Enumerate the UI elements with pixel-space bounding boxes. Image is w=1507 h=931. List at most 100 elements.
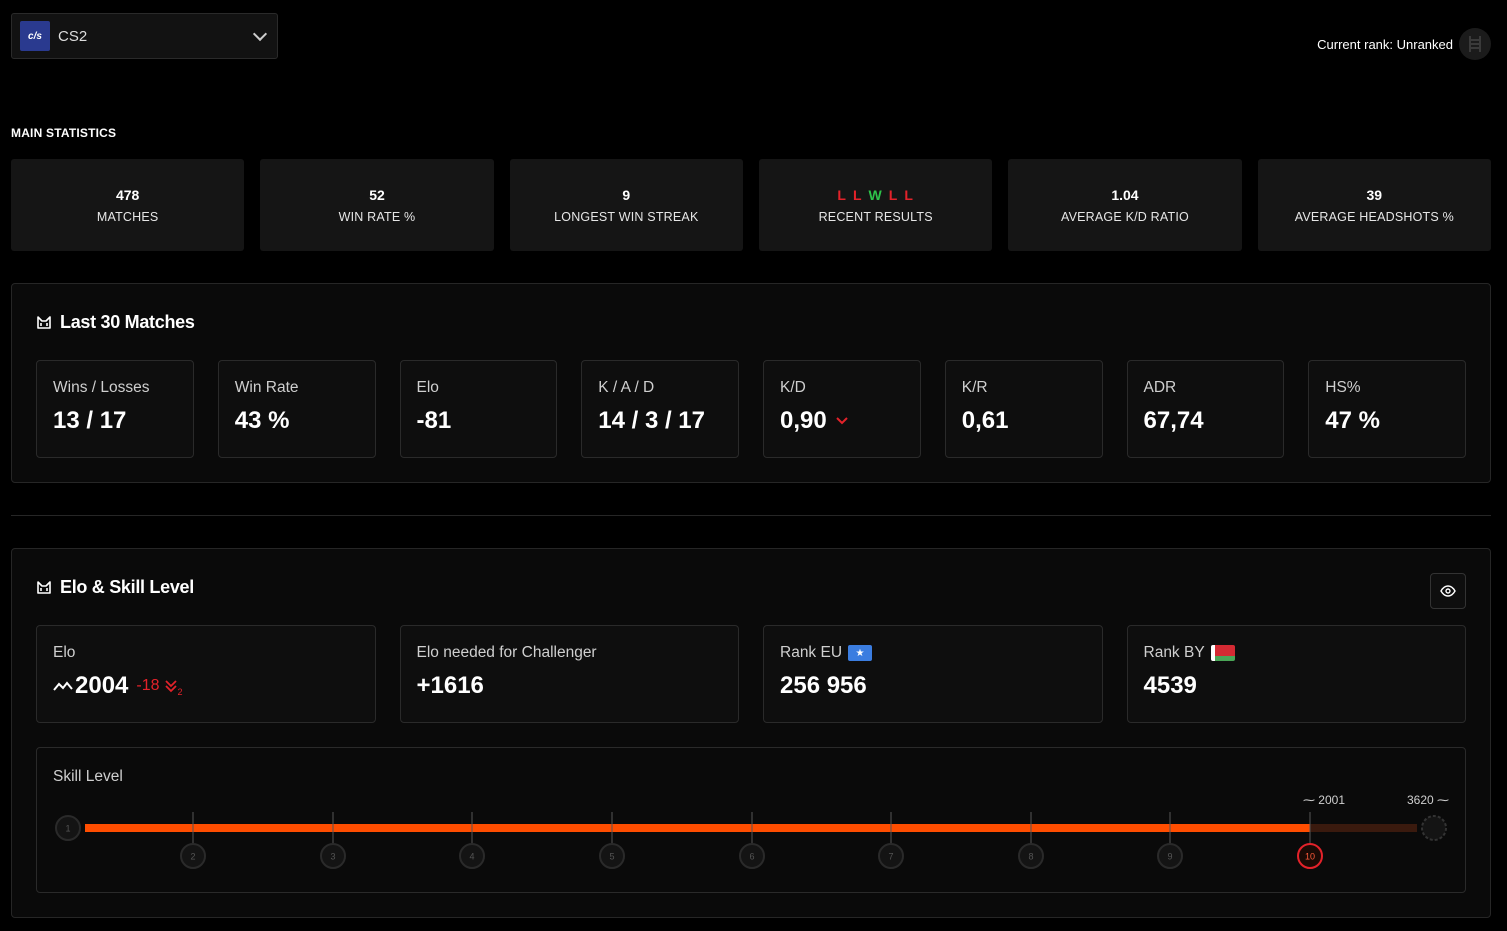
- card-label: K/D: [780, 379, 806, 396]
- card-value: 43 %: [234, 407, 290, 434]
- card-elo-current: Elo 2004 -18 2: [36, 625, 376, 723]
- challenger-elo-marker: 3620 ⁓: [1407, 793, 1449, 807]
- card-label: Elo: [53, 644, 76, 661]
- card-rank-by: Rank BY 4539: [1126, 625, 1466, 723]
- elo-cards: Elo 2004 -18 2 Elo needed for Challenger…: [36, 625, 1466, 723]
- stat-label: RECENT RESULTS: [818, 209, 933, 224]
- cs2-logo: c/s: [20, 21, 50, 51]
- stat-recent-results: L L W L L RECENT RESULTS: [758, 159, 993, 251]
- chevron-down-icon: [252, 26, 268, 41]
- skill-level-number: 5: [609, 852, 614, 862]
- card-label: ADR: [1143, 379, 1177, 396]
- skill-level-number: 10: [1305, 852, 1315, 862]
- skill-level-5-icon: [599, 843, 625, 869]
- skill-level-6-icon: [739, 843, 765, 869]
- skill-level-box: Skill Level 1 2 3 4 5 6 7 8 9 10 ⁓ 2001 3620 ⁓: [36, 747, 1466, 893]
- card-label: K/R: [961, 379, 988, 396]
- card-kr: K/R 0,61: [944, 360, 1103, 458]
- card-rank-eu: Rank EU ★ 256 956: [763, 625, 1103, 723]
- stat-matches: 478 MATCHES: [11, 159, 245, 251]
- stat-label: AVERAGE K/D RATIO: [1060, 209, 1189, 224]
- game-selector[interactable]: c/s CS2: [11, 13, 278, 59]
- faceit-icon: [37, 315, 51, 329]
- stat-value: 39: [1366, 186, 1383, 203]
- current-elo-marker: ⁓ 2001: [1303, 793, 1345, 807]
- result-letter: L: [852, 186, 863, 203]
- stat-kd: 1.04 AVERAGE K/D RATIO: [1008, 159, 1242, 251]
- card-label: Elo: [416, 379, 439, 396]
- card-value: 47 %: [1325, 407, 1380, 434]
- card-label: Elo needed for Challenger: [416, 644, 597, 661]
- skill-level-number: 9: [1167, 852, 1172, 862]
- recent-results: L L W L L: [837, 187, 913, 203]
- main-statistics: 478 MATCHES 52 WIN RATE % 9 LONGEST WIN …: [11, 159, 1491, 251]
- toggle-visibility-button[interactable]: [1430, 573, 1466, 609]
- skill-level-3-icon: [320, 843, 346, 869]
- stat-headshots: 39 AVERAGE HEADSHOTS %: [1257, 159, 1491, 251]
- card-adr: ADR 67,74: [1126, 360, 1285, 458]
- skill-level-number: 7: [888, 852, 893, 862]
- skill-level-4-icon: [459, 843, 485, 869]
- losing-streak-icon: [164, 680, 177, 693]
- card-value: -81: [416, 407, 452, 434]
- elo-skill-panel: Elo & Skill Level Elo 2004 -18 2 Elo nee…: [11, 548, 1491, 918]
- card-label: Rank EU: [780, 644, 843, 661]
- eye-icon: [1440, 585, 1456, 597]
- card-label: HS%: [1325, 379, 1361, 396]
- stat-label: WIN RATE %: [338, 209, 416, 224]
- chevron-down-red-icon: [836, 417, 848, 425]
- skill-level-title: Skill Level: [53, 768, 123, 785]
- unranked-icon: [1459, 28, 1491, 60]
- card-value: 67,74: [1143, 407, 1204, 434]
- belarus-flag-icon: [1210, 645, 1235, 661]
- card-value: +1616: [416, 672, 484, 699]
- card-value: 4539: [1143, 672, 1197, 699]
- challenger-level-icon: [1421, 815, 1447, 841]
- skill-level-number: 4: [469, 852, 474, 862]
- skill-level-number: 8: [1028, 852, 1033, 862]
- skill-level-8-icon: [1018, 843, 1044, 869]
- eu-flag-icon: ★: [848, 645, 873, 661]
- skill-level-10-icon: [1297, 843, 1323, 869]
- current-rank: Current rank: Unranked: [1317, 28, 1491, 60]
- card-value: 0,61: [961, 407, 1009, 434]
- skill-level-7-icon: [878, 843, 904, 869]
- result-letter: L: [837, 186, 847, 203]
- panel-header: Last 30 Matches: [36, 312, 195, 333]
- elo-delta: -18: [136, 677, 160, 694]
- card-kad: K / A / D 14 / 3 / 17: [581, 360, 739, 458]
- stat-value: 9: [622, 186, 631, 203]
- card-wins-losses: Wins / Losses 13 / 17: [36, 360, 194, 458]
- skill-level-number: 6: [749, 852, 754, 862]
- card-elo: Elo -81: [399, 360, 558, 458]
- skill-level-1-icon: [55, 815, 81, 841]
- card-label: Win Rate: [234, 379, 299, 396]
- section-divider: [11, 515, 1491, 516]
- stat-longest-streak: 9 LONGEST WIN STREAK: [509, 159, 743, 251]
- stat-label: LONGEST WIN STREAK: [554, 209, 699, 224]
- card-label: Wins / Losses: [53, 379, 150, 396]
- card-label: Rank BY: [1143, 644, 1205, 661]
- panel-title: Elo & Skill Level: [60, 577, 194, 597]
- card-value: 256 956: [780, 672, 867, 699]
- current-rank-text: Current rank: Unranked: [1317, 36, 1453, 52]
- card-elo-challenger: Elo needed for Challenger +1616: [399, 625, 739, 723]
- skill-level-track: 1 2 3 4 5 6 7 8 9 10 ⁓ 2001 3620 ⁓: [55, 793, 1449, 869]
- stat-label: MATCHES: [96, 209, 159, 224]
- skill-level-9-icon: [1157, 843, 1183, 869]
- elo-value: 2004: [75, 672, 129, 699]
- stat-value: 478: [115, 186, 140, 203]
- stat-win-rate: 52 WIN RATE %: [260, 159, 494, 251]
- card-hs: HS% 47 %: [1308, 360, 1466, 458]
- card-kd: K/D 0,90: [763, 360, 921, 458]
- skill-level-number: 1: [65, 824, 70, 834]
- result-letter: L: [888, 186, 899, 203]
- stat-value: 52: [369, 186, 385, 203]
- last-30-cards: Wins / Losses 13 / 17 Win Rate 43 % Elo …: [36, 360, 1466, 458]
- losing-streak-count: 2: [177, 687, 183, 697]
- last-30-matches-panel: Last 30 Matches Wins / Losses 13 / 17 Wi…: [11, 283, 1491, 483]
- panel-title: Last 30 Matches: [60, 312, 195, 332]
- card-value: 0,90: [780, 407, 827, 434]
- result-letter: W: [868, 186, 883, 203]
- main-statistics-title: MAIN STATISTICS: [11, 126, 117, 140]
